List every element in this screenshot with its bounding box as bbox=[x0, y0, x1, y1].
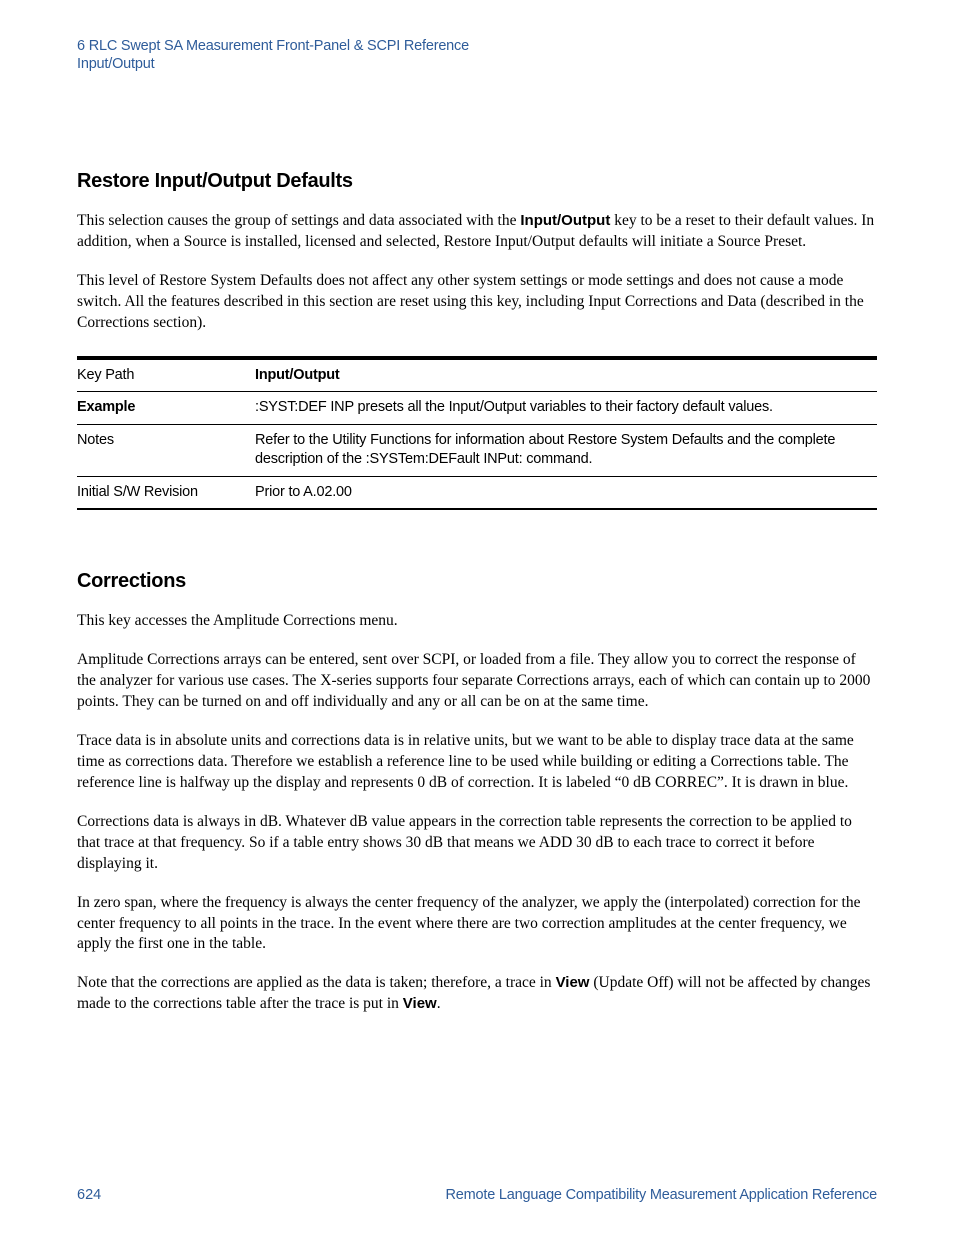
table-value: Refer to the Utility Functions for infor… bbox=[255, 424, 877, 476]
table-row: Example:SYST:DEF INP presets all the Inp… bbox=[77, 392, 877, 425]
para-text: . bbox=[437, 995, 441, 1012]
table-row: Key PathInput/Output bbox=[77, 359, 877, 392]
page-content: 6 RLC Swept SA Measurement Front-Panel &… bbox=[0, 0, 954, 1015]
table-value: Input/Output bbox=[255, 359, 877, 392]
para-text: Note that the corrections are applied as… bbox=[77, 974, 556, 991]
header-section: Input/Output bbox=[77, 56, 877, 72]
table-row: Initial S/W RevisionPrior to A.02.00 bbox=[77, 476, 877, 509]
table-value: :SYST:DEF INP presets all the Input/Outp… bbox=[255, 392, 877, 425]
table-label: Key Path bbox=[77, 359, 255, 392]
table-label: Initial S/W Revision bbox=[77, 476, 255, 509]
table-label: Notes bbox=[77, 424, 255, 476]
page-number: 624 bbox=[77, 1187, 101, 1203]
bold-term: Input/Output bbox=[520, 212, 610, 229]
bold-term: View bbox=[403, 995, 437, 1012]
corrections-para-5: In zero span, where the frequency is alw… bbox=[77, 893, 877, 956]
corrections-para-2: Amplitude Corrections arrays can be ente… bbox=[77, 650, 877, 713]
corrections-para-3: Trace data is in absolute units and corr… bbox=[77, 731, 877, 794]
footer-doc-title: Remote Language Compatibility Measuremen… bbox=[445, 1187, 877, 1203]
restore-para-2: This level of Restore System Defaults do… bbox=[77, 271, 877, 334]
para-text: This selection causes the group of setti… bbox=[77, 212, 520, 229]
table-row: NotesRefer to the Utility Functions for … bbox=[77, 424, 877, 476]
header-chapter: 6 RLC Swept SA Measurement Front-Panel &… bbox=[77, 38, 877, 54]
section-title-restore: Restore Input/Output Defaults bbox=[77, 170, 877, 193]
table-label: Example bbox=[77, 392, 255, 425]
corrections-para-1: This key accesses the Amplitude Correcti… bbox=[77, 611, 877, 632]
restore-para-1: This selection causes the group of setti… bbox=[77, 211, 877, 253]
table-value: Prior to A.02.00 bbox=[255, 476, 877, 509]
parameter-table: Key PathInput/OutputExample:SYST:DEF INP… bbox=[77, 356, 877, 511]
corrections-para-6: Note that the corrections are applied as… bbox=[77, 973, 877, 1015]
page-footer: 624 Remote Language Compatibility Measur… bbox=[77, 1187, 877, 1203]
section-title-corrections: Corrections bbox=[77, 570, 877, 593]
corrections-para-4: Corrections data is always in dB. Whatev… bbox=[77, 812, 877, 875]
bold-term: View bbox=[556, 974, 590, 991]
